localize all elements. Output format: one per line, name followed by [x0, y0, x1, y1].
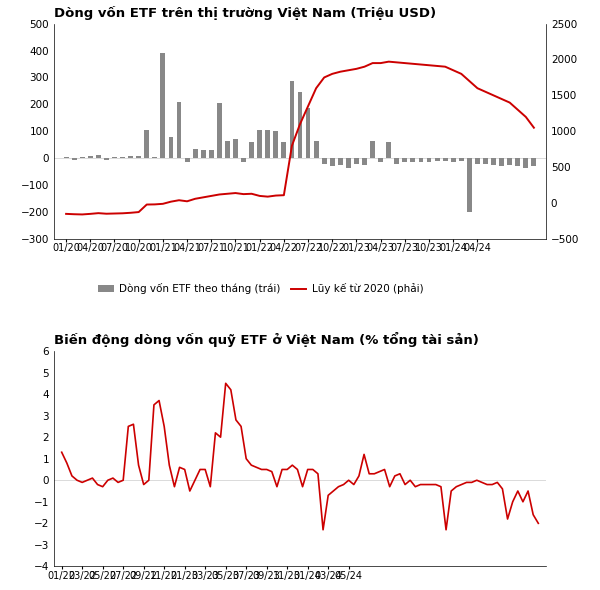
Bar: [281, 142, 286, 158]
Bar: [370, 141, 375, 158]
Bar: [104, 158, 109, 160]
Bar: [338, 158, 343, 165]
Bar: [120, 157, 125, 158]
Bar: [515, 158, 520, 166]
Bar: [386, 142, 391, 158]
Bar: [314, 141, 319, 158]
Bar: [241, 158, 246, 162]
Bar: [475, 158, 480, 163]
Bar: [209, 150, 214, 158]
Bar: [427, 158, 431, 162]
Bar: [378, 158, 383, 162]
Bar: [217, 103, 222, 158]
Bar: [362, 158, 367, 165]
Bar: [305, 109, 310, 158]
Legend: Dòng vốn ETF theo tháng (trái), Lũy kế từ 2020 (phải): Dòng vốn ETF theo tháng (trái), Lũy kế t…: [94, 279, 427, 299]
Bar: [128, 156, 133, 158]
Bar: [64, 157, 68, 158]
Bar: [160, 53, 166, 158]
Bar: [491, 158, 496, 165]
Bar: [330, 158, 335, 166]
Bar: [483, 158, 488, 163]
Bar: [354, 158, 359, 163]
Bar: [507, 158, 512, 165]
Bar: [112, 157, 117, 158]
Bar: [451, 158, 455, 162]
Bar: [96, 155, 101, 158]
Bar: [290, 81, 295, 158]
Bar: [257, 130, 262, 158]
Bar: [532, 158, 536, 166]
Bar: [72, 158, 77, 159]
Bar: [176, 101, 181, 158]
Bar: [274, 132, 278, 158]
Bar: [467, 158, 472, 212]
Bar: [88, 156, 93, 158]
Bar: [136, 156, 141, 158]
Bar: [434, 158, 440, 161]
Bar: [419, 158, 424, 162]
Bar: [152, 157, 157, 158]
Text: Dòng vốn ETF trên thị trường Việt Nam (Triệu USD): Dòng vốn ETF trên thị trường Việt Nam (T…: [54, 6, 436, 19]
Bar: [499, 158, 504, 166]
Bar: [403, 158, 407, 162]
Bar: [322, 158, 326, 163]
Bar: [185, 158, 190, 162]
Bar: [523, 158, 528, 168]
Bar: [201, 150, 206, 158]
Bar: [145, 130, 149, 158]
Bar: [249, 142, 254, 158]
Bar: [394, 158, 399, 163]
Text: Biến động dòng vốn quỹ ETF ở Việt Nam (% tổng tài sản): Biến động dòng vốn quỹ ETF ở Việt Nam (%…: [54, 332, 479, 347]
Bar: [265, 130, 270, 158]
Bar: [443, 158, 448, 161]
Bar: [225, 141, 230, 158]
Bar: [410, 158, 415, 162]
Bar: [459, 158, 464, 161]
Bar: [169, 137, 173, 158]
Bar: [193, 149, 197, 158]
Bar: [233, 139, 238, 158]
Bar: [346, 158, 351, 168]
Bar: [298, 92, 302, 158]
